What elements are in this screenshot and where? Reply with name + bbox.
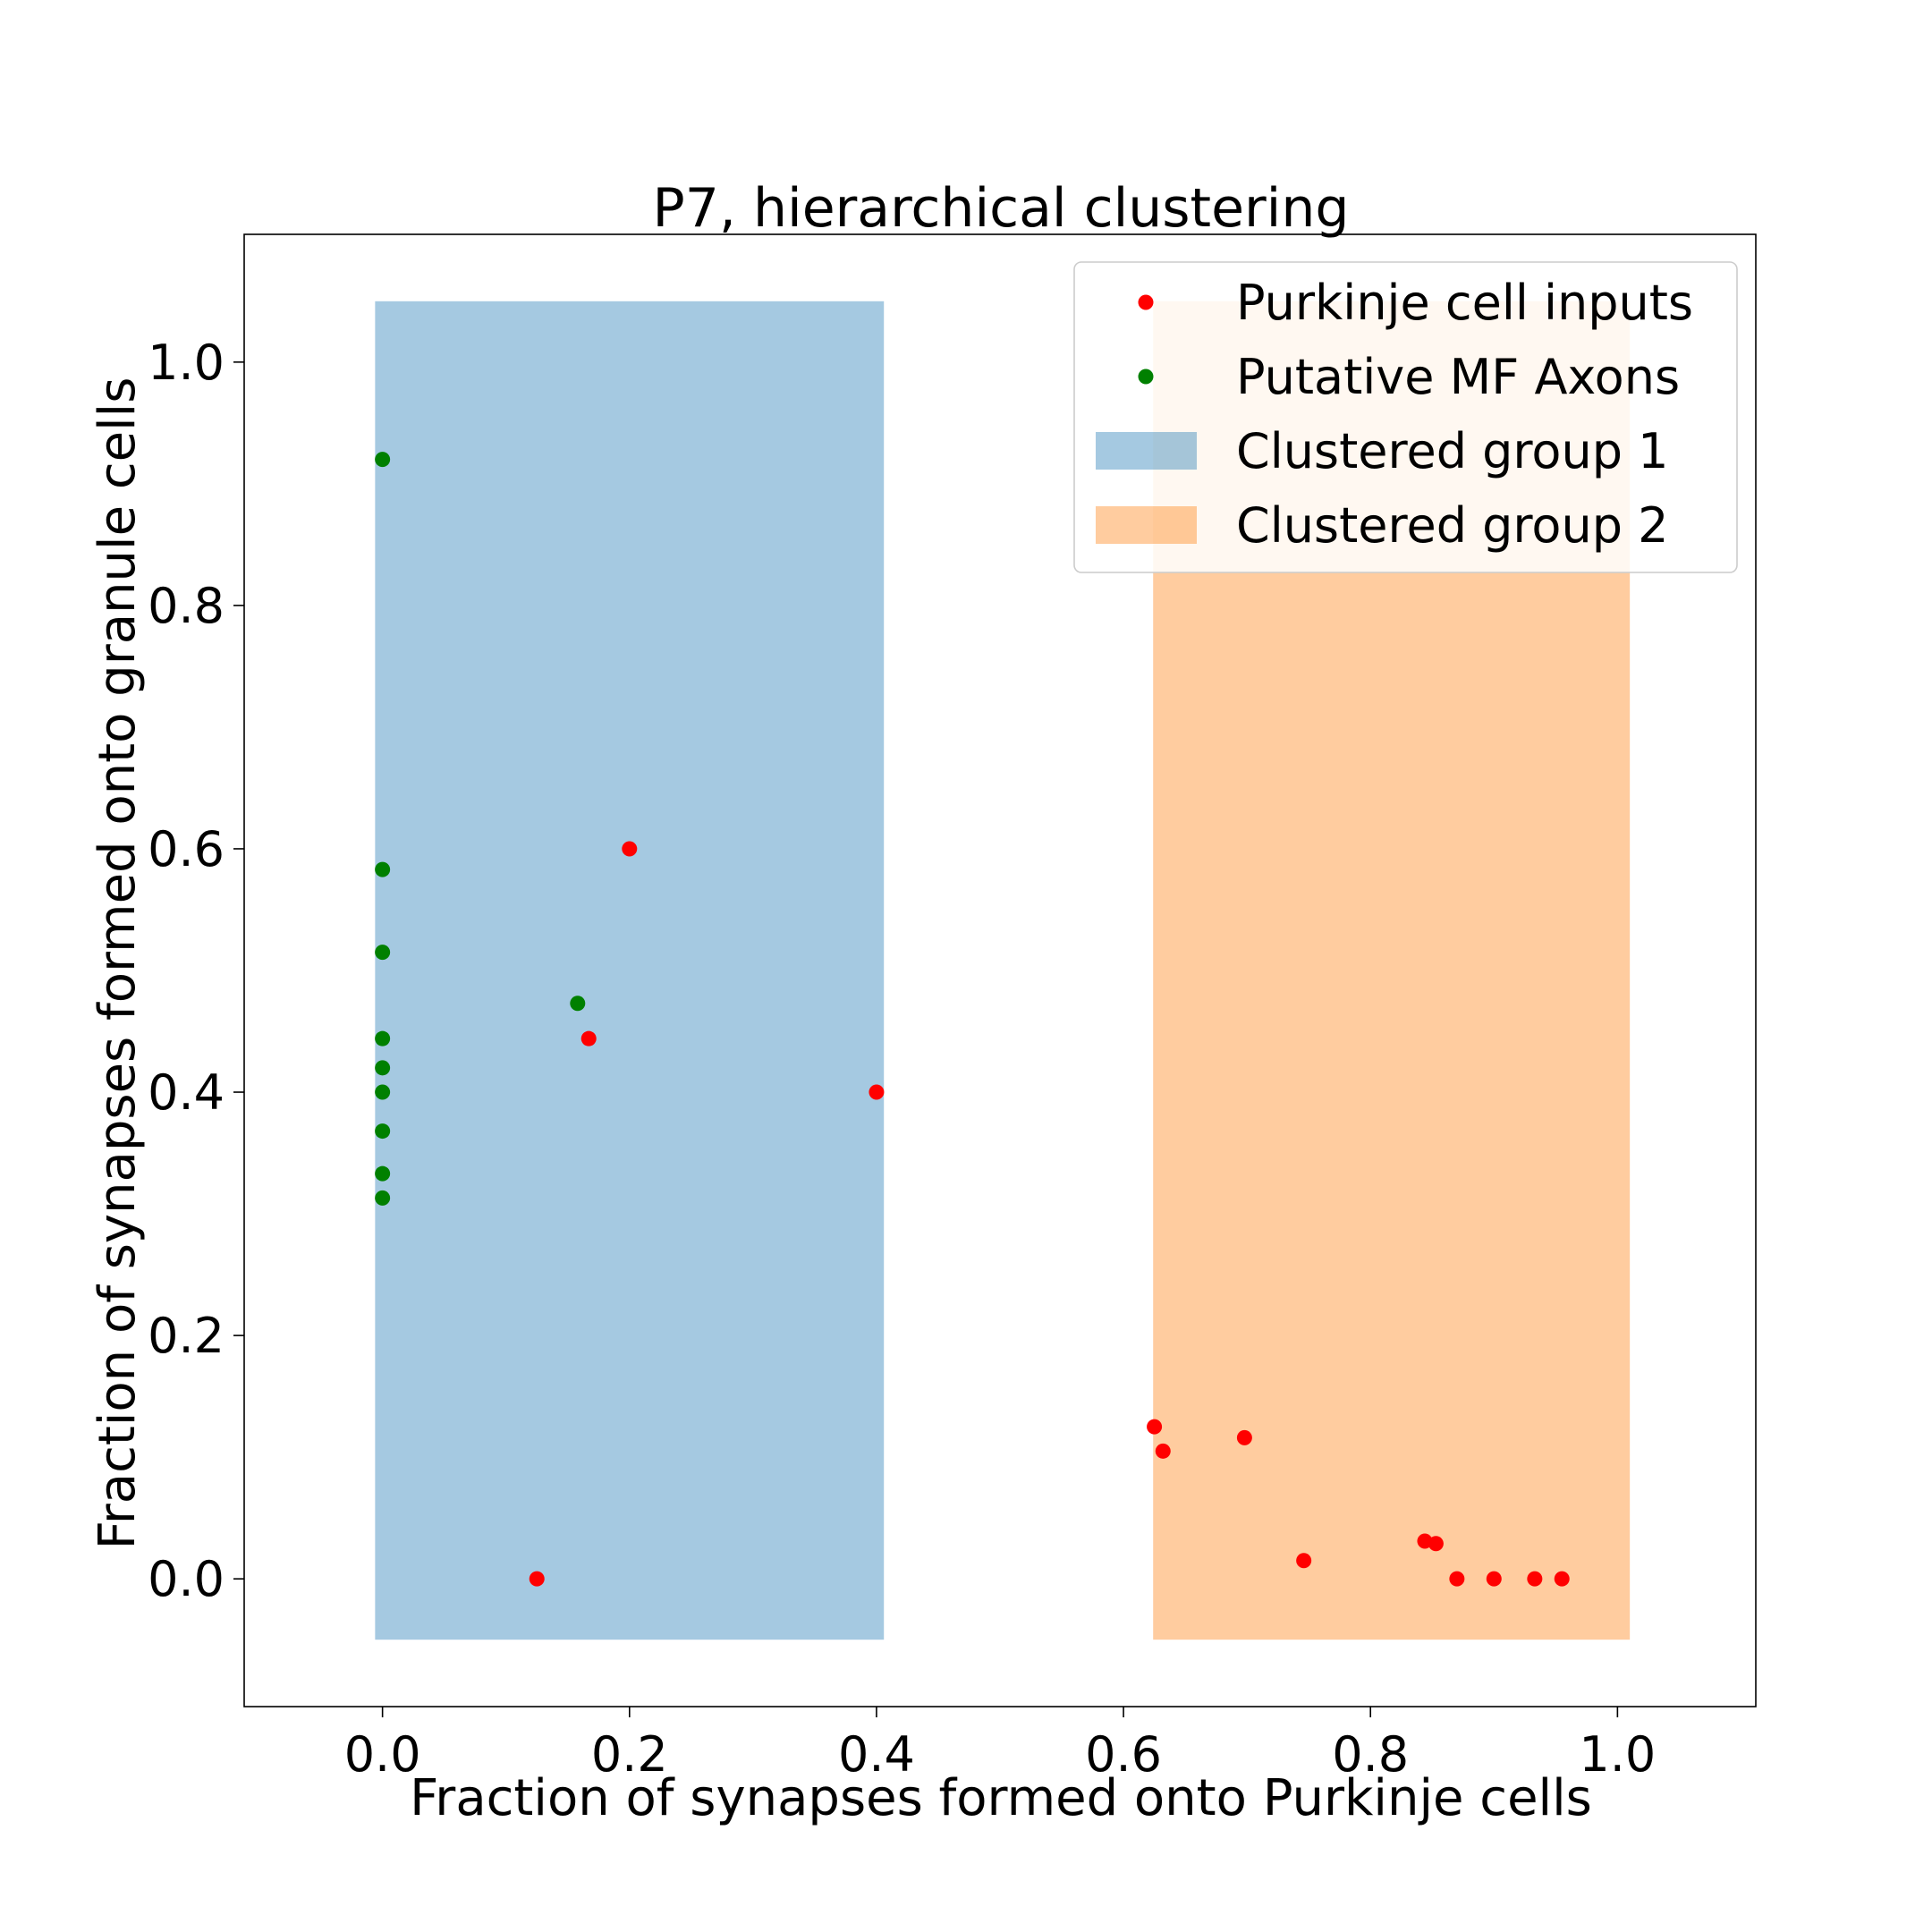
x-tick-label: 0.8	[1332, 1726, 1409, 1783]
chart-title: P7, hierarchical clustering	[653, 177, 1350, 240]
purkinje-input-point	[1155, 1443, 1171, 1459]
x-axis-label: Fraction of synapses formed onto Purkinj…	[410, 1769, 1592, 1827]
purkinje-input-point	[580, 1030, 597, 1046]
purkinje-input-point	[1527, 1571, 1543, 1587]
purkinje-input-point	[529, 1571, 545, 1587]
mf-axon-point	[375, 1084, 391, 1100]
mf-axon-point	[375, 945, 391, 961]
x-axis-ticks: 0.0 0.2 0.4 0.6 0.8 1.0	[344, 1707, 1656, 1783]
x-tick-label: 0.2	[591, 1726, 668, 1783]
data-points	[375, 452, 1570, 1587]
cluster-region-1	[375, 301, 885, 1640]
purkinje-input-point	[1147, 1419, 1163, 1435]
y-tick-label: 0.0	[148, 1551, 225, 1607]
legend-label: Clustered group 2	[1236, 497, 1669, 554]
purkinje-input-point	[1554, 1571, 1570, 1587]
mf-axon-point	[375, 1123, 391, 1140]
mf-axon-point	[375, 1190, 391, 1206]
purkinje-input-point	[1296, 1553, 1312, 1569]
legend: Purkinje cell inputs Putative MF Axons Clu…	[1073, 261, 1738, 573]
y-axis-ticks: 0.0 0.2 0.4 0.6 0.8 1.0	[148, 335, 244, 1607]
legend-patch	[1096, 432, 1197, 470]
purkinje-input-point	[1486, 1571, 1502, 1587]
y-tick-label: 0.6	[148, 821, 225, 877]
purkinje-input-point	[1449, 1571, 1465, 1587]
y-tick-label: 0.4	[148, 1064, 225, 1121]
legend-label: Clustered group 1	[1236, 423, 1669, 479]
mf-axon-point	[375, 452, 391, 468]
legend-marker	[1138, 369, 1154, 385]
mf-axon-point	[375, 1030, 391, 1046]
y-tick-label: 0.8	[148, 578, 225, 634]
mf-axon-point	[375, 861, 391, 877]
legend-label: Purkinje cell inputs	[1236, 275, 1693, 331]
purkinje-input-point	[622, 841, 638, 857]
y-tick-label: 1.0	[148, 335, 225, 391]
legend-box	[1073, 261, 1738, 573]
legend-label: Putative MF Axons	[1236, 349, 1680, 405]
y-axis-label: Fraction of synapses formed onto granule…	[89, 377, 147, 1550]
purkinje-input-point	[869, 1084, 885, 1100]
x-tick-label: 1.0	[1579, 1726, 1656, 1783]
mf-axon-point	[375, 1060, 391, 1076]
legend-patch	[1096, 506, 1197, 544]
mf-axon-point	[375, 1165, 391, 1182]
mf-axon-point	[570, 996, 586, 1012]
x-tick-label: 0.4	[838, 1726, 915, 1783]
purkinje-input-point	[1428, 1536, 1444, 1552]
x-tick-label: 0.0	[344, 1726, 421, 1783]
plot-frame	[243, 233, 1757, 1707]
x-tick-label: 0.6	[1085, 1726, 1162, 1783]
y-tick-label: 0.2	[148, 1308, 225, 1364]
purkinje-input-point	[1236, 1429, 1252, 1445]
legend-marker	[1138, 294, 1154, 310]
